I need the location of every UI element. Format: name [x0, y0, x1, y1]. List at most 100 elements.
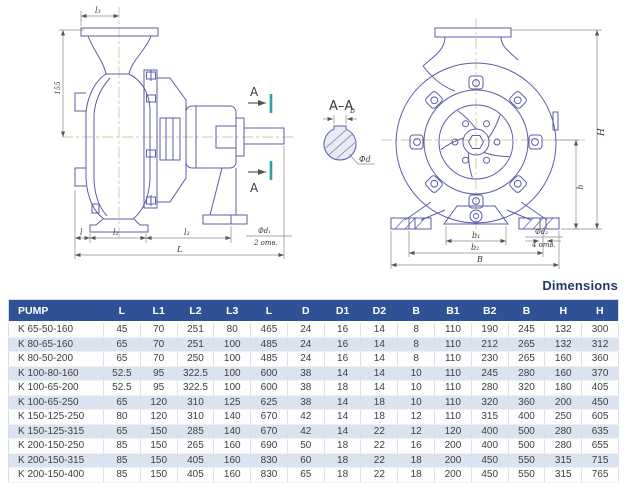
dimension-cell: 120: [140, 409, 178, 425]
dimension-cell: 150: [140, 438, 178, 454]
dimension-cell: 10: [397, 380, 436, 396]
dimension-cell: 310: [177, 409, 215, 425]
section-title: A–A: [329, 99, 353, 114]
dimension-cell: 18: [324, 467, 362, 483]
pump-model-cell: K 65-50-160: [8, 322, 104, 338]
column-header: L: [250, 299, 288, 323]
dimension-cell: 450: [581, 395, 619, 410]
dimension-cell: 18: [324, 438, 362, 454]
dimension-cell: 10: [397, 395, 436, 410]
section-letter-bottom: A: [250, 181, 259, 195]
column-header: D1: [324, 299, 361, 323]
table-row: K 150-125-315 65 150 285 140 670 42 14 22 12 120 40…: [8, 424, 619, 439]
dimension-cell: 625: [250, 395, 288, 410]
dimension-cell: 70: [140, 351, 178, 367]
column-header-pump: PUMP: [8, 299, 104, 323]
dimension-cell: 280: [544, 438, 583, 454]
dimension-cell: 18: [360, 409, 399, 425]
dimension-cell: 190: [471, 322, 509, 338]
dimension-cell: 22: [360, 438, 399, 454]
dimension-cell: 315: [544, 467, 583, 483]
column-header: L: [103, 299, 141, 323]
dimension-cell: 65: [103, 337, 141, 352]
dimension-cell: 605: [581, 409, 619, 425]
column-header: D2: [360, 299, 398, 323]
pump-model-cell: K 150-125-315: [8, 424, 104, 439]
dimension-cell: 14: [360, 351, 399, 367]
pump-model-cell: K 200-150-400: [8, 467, 104, 483]
dimension-cell: 16: [324, 337, 362, 352]
dimension-cell: 250: [177, 351, 215, 367]
dimension-cell: 212: [471, 337, 509, 352]
dimension-cell: 465: [250, 322, 288, 338]
dimension-cell: 14: [360, 322, 399, 338]
column-header: L2: [177, 299, 214, 323]
dimension-cell: 52.5: [103, 380, 141, 396]
dimension-cell: 132: [544, 322, 583, 338]
pump-model-cell: K 200-150-315: [8, 453, 104, 468]
dimension-cell: 95: [140, 380, 178, 396]
dimension-cell: 14: [360, 380, 399, 396]
dimension-cell: 670: [250, 424, 288, 439]
dimension-cell: 80: [103, 409, 141, 425]
dimension-cell: 765: [581, 467, 619, 483]
dimension-cell: 370: [581, 366, 619, 381]
dimension-cell: 280: [471, 380, 509, 396]
dimension-cell: 715: [581, 453, 619, 468]
pump-side-view-drawing: A A l₃ 155 l l₁ l₂ L Фd₁ 2 отв.: [54, 6, 294, 259]
dimension-cell: 150: [140, 424, 178, 439]
section-cut-marks: A A: [248, 85, 273, 195]
dimension-cell: 400: [471, 424, 509, 439]
dimension-cell: 250: [544, 409, 583, 425]
dimension-cell: 45: [103, 322, 141, 338]
dimension-cell: 360: [508, 395, 546, 410]
dimension-cell: 22: [360, 424, 399, 439]
dimension-cell: 550: [508, 467, 546, 483]
dimension-cell: 285: [177, 424, 215, 439]
dim-label-155: 155: [54, 81, 62, 95]
pump-body-outline: [74, 27, 285, 233]
dimension-cell: 322.5: [177, 380, 215, 396]
column-header: L1: [140, 299, 178, 323]
dim-label-b: b: [350, 106, 355, 115]
dimension-cell: 265: [177, 438, 215, 454]
dimension-cell: 160: [213, 438, 252, 454]
dimension-cell: 24: [287, 322, 325, 338]
dimension-cell: 265: [508, 337, 546, 352]
dimension-cell: 132: [544, 337, 583, 352]
dimension-cell: 14: [324, 409, 362, 425]
dimension-cell: 18: [324, 453, 362, 468]
column-header: L3: [213, 299, 251, 323]
dimension-cell: 85: [103, 467, 141, 483]
dimension-cell: 16: [324, 351, 362, 367]
dimension-cell: 14: [360, 366, 399, 381]
dimension-cell: 110: [434, 366, 472, 381]
table-row: K 100-65-200 52.5 95 322.5 100 600 38 18 14 10 110…: [8, 380, 619, 396]
centerlines: [62, 7, 294, 240]
dimension-cell: 24: [287, 351, 325, 367]
dimension-cell: 100: [213, 380, 252, 396]
pump-model-cell: K 150-125-250: [8, 409, 104, 425]
dimension-cell: 38: [287, 366, 325, 381]
dimension-cell: 690: [250, 438, 288, 454]
table-row: K 200-150-400 85 150 405 160 830 65 18 22 18 200 45…: [8, 467, 619, 483]
table-title: Dimensions: [542, 278, 618, 293]
dimension-cell: 600: [250, 380, 288, 396]
dimension-cell: 18: [397, 467, 436, 483]
table-header-row: PUMP L L1 L2 L3 L D D1 D2 B B1 B2 B H H: [8, 299, 619, 323]
dimension-cell: 70: [140, 322, 178, 338]
dimension-cell: 140: [213, 424, 252, 439]
table-row: K 100-65-250 65 120 310 125 625 38 14 18 10 110 320…: [8, 395, 619, 410]
dimension-cell: 315: [471, 409, 509, 425]
column-header: B: [397, 299, 435, 323]
dimension-cell: 635: [581, 424, 619, 439]
dimension-cell: 14: [360, 337, 399, 352]
dimension-cell: 320: [471, 395, 509, 410]
dimension-cell: 245: [508, 322, 546, 338]
dimension-cell: 265: [508, 351, 546, 367]
dimension-cell: 12: [397, 424, 436, 439]
dimension-cell: 95: [140, 366, 178, 381]
dimension-cell: 85: [103, 453, 141, 468]
column-header: B: [508, 299, 545, 323]
